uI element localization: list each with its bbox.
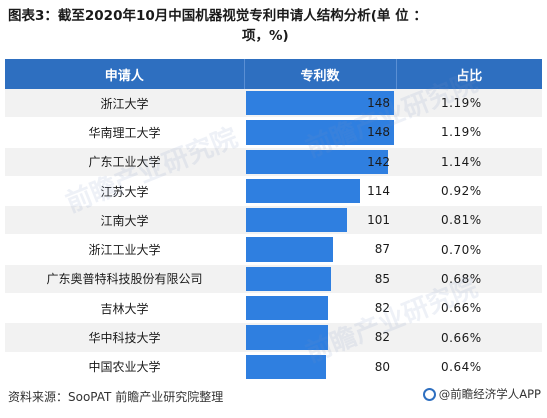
table-row: 浙江工业大学 87 0.70% [5, 234, 542, 265]
patent-count-cell: 101 [244, 205, 396, 236]
table-row: 江苏大学 114 0.92% [5, 176, 542, 207]
title-line-1: 图表3：截至2020年10月中国机器视觉专利申请人结构分析(单 位 ： [8, 8, 427, 24]
applicant-name: 广东工业大学 [5, 147, 244, 177]
patent-count-bar [246, 178, 360, 204]
patent-table: 申请人 专利数 占比 浙江大学 148 1.19% 华南理工大学 148 1.19% 广东工… [5, 59, 542, 382]
patent-count-cell: 148 [244, 89, 396, 119]
share-value: 0.68% [396, 264, 542, 295]
patent-count-bar [246, 296, 328, 321]
patent-count-bar [246, 354, 326, 379]
table-row: 中国农业大学 80 0.64% [5, 352, 542, 382]
patent-count-bar [246, 237, 333, 262]
patent-count-value: 101 [367, 213, 390, 228]
table-body: 浙江大学 148 1.19% 华南理工大学 148 1.19% 广东工业大学 142 1.14%… [5, 89, 542, 382]
patent-count-cell: 142 [244, 147, 396, 177]
table-row: 华南理工大学 148 1.19% [5, 117, 542, 148]
patent-count-cell: 148 [244, 117, 396, 148]
patent-count-bar [246, 266, 331, 292]
patent-count-bar [246, 149, 388, 174]
table-row: 江南大学 101 0.81% [5, 205, 542, 236]
patent-count-bar [246, 120, 394, 145]
source-note: 资料来源：SooPAT 前瞻产业研究院整理 [8, 390, 224, 404]
applicant-name: 江苏大学 [5, 176, 244, 207]
header-share: 占比 [396, 59, 542, 89]
patent-count-cell: 80 [244, 352, 396, 382]
applicant-name: 吉林大学 [5, 293, 244, 324]
header-applicant: 申请人 [5, 59, 245, 89]
share-value: 0.66% [396, 322, 542, 353]
applicant-name: 浙江大学 [5, 89, 244, 119]
share-value: 1.14% [396, 147, 542, 177]
share-value: 0.70% [396, 234, 542, 265]
patent-count-cell: 85 [244, 264, 396, 295]
share-value: 0.66% [396, 293, 542, 324]
brand-label: @前瞻经济学人APP [438, 387, 541, 401]
applicant-name: 华南理工大学 [5, 117, 244, 148]
patent-count-value: 82 [374, 330, 390, 345]
patent-count-value: 82 [374, 301, 390, 316]
patent-count-bar [246, 325, 328, 350]
patent-count-value: 148 [367, 125, 390, 140]
table-row: 浙江大学 148 1.19% [5, 89, 542, 119]
title-line-2: 项，%) [242, 28, 289, 44]
table-row: 广东奥普特科技股份有限公司 85 0.68% [5, 264, 542, 295]
applicant-name: 浙江工业大学 [5, 234, 244, 265]
applicant-name: 江南大学 [5, 205, 244, 236]
patent-count-bar [246, 208, 347, 233]
patent-count-cell: 87 [244, 234, 396, 265]
patent-count-value: 87 [374, 242, 390, 257]
applicant-name: 广东奥普特科技股份有限公司 [5, 264, 244, 295]
patent-count-cell: 114 [244, 176, 396, 207]
patent-count-value: 142 [367, 154, 390, 169]
chart-title: 图表3：截至2020年10月中国机器视觉专利申请人结构分析(单 位 ： 项，%) [8, 6, 540, 46]
brand-logo-icon [422, 387, 436, 401]
share-value: 0.92% [396, 176, 542, 207]
share-value: 1.19% [396, 89, 542, 119]
share-value: 0.81% [396, 205, 542, 236]
applicant-name: 中国农业大学 [5, 352, 244, 382]
table-row: 华中科技大学 82 0.66% [5, 322, 542, 353]
patent-count-value: 114 [367, 183, 390, 198]
share-value: 1.19% [396, 117, 542, 148]
patent-count-value: 148 [367, 96, 390, 110]
patent-count-value: 85 [374, 271, 390, 286]
patent-count-cell: 82 [244, 322, 396, 353]
applicant-name: 华中科技大学 [5, 322, 244, 353]
table-row: 广东工业大学 142 1.14% [5, 147, 542, 177]
share-value: 0.64% [396, 352, 542, 382]
brand-mark: @前瞻经济学人APP [422, 386, 541, 402]
patent-count-cell: 82 [244, 293, 396, 324]
header-patent-count: 专利数 [244, 59, 397, 89]
patent-count-value: 80 [374, 359, 390, 374]
table-header-row: 申请人 专利数 占比 [5, 59, 542, 89]
patent-count-bar [246, 91, 394, 116]
table-row: 吉林大学 82 0.66% [5, 293, 542, 324]
